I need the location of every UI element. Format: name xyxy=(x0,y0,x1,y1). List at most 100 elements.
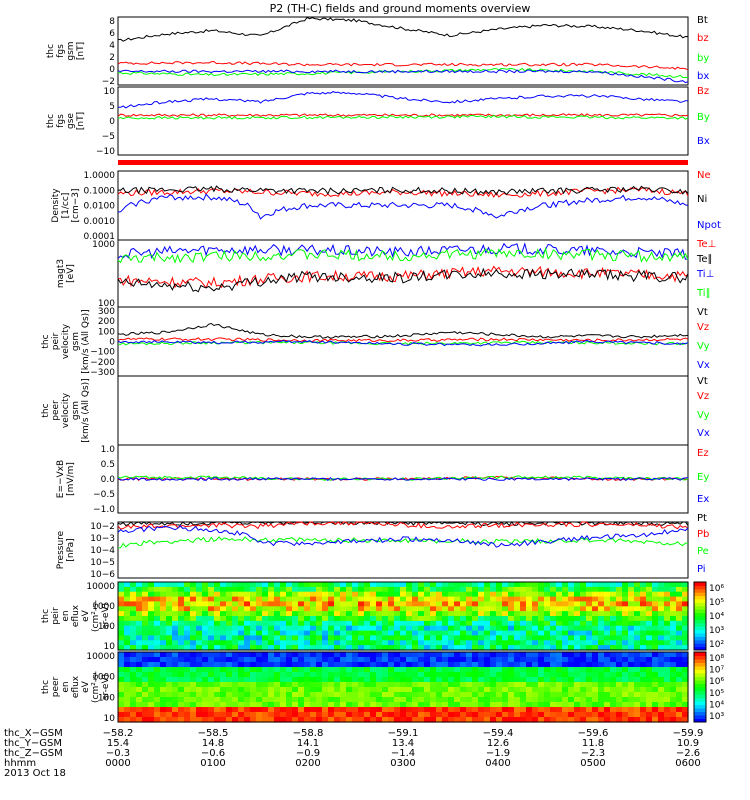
legend-Te∥: Te∥ xyxy=(696,254,713,265)
legend-bx: bx xyxy=(697,71,709,82)
x-axis-tick: −0.9 xyxy=(296,748,320,759)
y-axis-label: [1/cc] xyxy=(61,193,71,219)
colorbar-cell xyxy=(694,711,706,716)
y-axis-label: thc xyxy=(41,680,51,694)
x-axis-tick: 0000 xyxy=(105,758,130,769)
legend-Ez: Ez xyxy=(697,448,709,459)
legend-Pi: Pi xyxy=(697,564,706,575)
y-tick-label: 10−6 xyxy=(90,570,115,580)
legend-Pb: Pb xyxy=(697,529,709,540)
legend-Bt: Bt xyxy=(697,15,708,26)
colorbar-cell xyxy=(694,622,706,627)
panel-frame xyxy=(117,16,689,86)
x-axis-tick: −58.5 xyxy=(198,728,229,739)
colorbar-cell xyxy=(694,715,706,719)
x-axis-tick: −59.1 xyxy=(388,728,419,739)
y-axis-label: peer xyxy=(51,676,61,697)
series-Npot-line xyxy=(117,193,689,220)
legend-Ne: Ne xyxy=(697,170,711,181)
y-tick-label: 100 xyxy=(98,622,115,632)
y-tick-label: −0.5 xyxy=(93,490,115,500)
flag-bar xyxy=(118,160,688,165)
colorbar-tick: 10⁴ xyxy=(709,700,724,710)
y-tick-label: 0.0100 xyxy=(84,202,116,212)
colorbar-cell xyxy=(694,697,706,702)
colorbar-cell xyxy=(694,643,706,648)
x-axis-tick: −59.6 xyxy=(578,728,609,739)
series-Ni-line xyxy=(117,185,689,196)
y-tick-label: 4 xyxy=(109,41,115,51)
figure-title: P2 (TH-C) fields and ground moments over… xyxy=(270,2,531,15)
colorbar-cell xyxy=(694,694,706,698)
x-axis-tick: −2.3 xyxy=(581,748,605,759)
y-tick-label: 6 xyxy=(109,29,115,39)
y-axis-label: Pressure xyxy=(56,530,66,569)
y-axis-label: E=−VxB xyxy=(56,460,66,498)
colorbar-cell xyxy=(694,636,706,641)
x-axis-row-label: thc_X−GSM xyxy=(4,728,63,739)
y-tick-label: 10−3 xyxy=(90,534,115,544)
x-axis-labels: thc_X−GSM −58.2 −58.5 −58.8 −59.1 −59.4 −59.6 −… xyxy=(4,728,703,769)
y-axis-label: [mV/m] xyxy=(66,462,76,496)
y-axis-label: eflux xyxy=(71,604,81,627)
legend-Vz: Vz xyxy=(697,391,709,402)
colorbar-cell xyxy=(694,701,706,705)
x-axis-tick: 0300 xyxy=(390,758,415,769)
colorbar-cell xyxy=(694,612,706,617)
series-Pi-line xyxy=(117,525,689,548)
colorbar-tick: 10⁶ xyxy=(709,677,724,687)
x-axis-tick: 13.4 xyxy=(392,738,414,749)
series-Vt-line xyxy=(117,322,689,339)
colorbar-cell xyxy=(694,609,706,614)
y-axis-label: fgs xyxy=(56,44,66,58)
legend-Vx: Vx xyxy=(697,428,710,439)
colorbar-cell xyxy=(694,588,706,593)
y-tick-label: 1000 xyxy=(92,602,115,612)
panel-fgs_b: 10 5 0 −5 −10 thc fgs gse [nT] Bz By Bx xyxy=(46,86,710,157)
colorbar-cell xyxy=(694,616,706,620)
colorbar-frame xyxy=(693,651,707,723)
y-tick-label: −10 xyxy=(96,147,115,157)
date-label: 2013 Oct 18 xyxy=(4,768,66,779)
y-tick-label: 1000 xyxy=(92,240,115,250)
y-axis-label: eV xyxy=(81,680,91,693)
y-axis-label: gse xyxy=(66,113,76,129)
y-tick-label: 10000 xyxy=(86,652,115,662)
series-Bz-line xyxy=(117,113,689,117)
series-Vx-line xyxy=(117,339,689,347)
panel-density: 1.0000 0.1000 0.0100 0.0010 0.0001 Density [1/… xyxy=(51,170,721,242)
y-tick-label: 10000 xyxy=(86,582,115,592)
y-tick-label: 0 xyxy=(109,117,115,127)
panel-frame xyxy=(117,521,689,579)
y-tick-label: 8 xyxy=(109,17,115,27)
y-axis-label: [nT] xyxy=(76,112,86,130)
x-axis-tick: −58.2 xyxy=(103,728,134,739)
y-tick-label: 0.0010 xyxy=(84,217,116,227)
y-tick-label: 5 xyxy=(109,102,115,112)
y-tick-label: 0.0 xyxy=(101,475,116,485)
x-axis-tick: −2.6 xyxy=(676,748,700,759)
y-axis-label: fgs xyxy=(56,114,66,128)
y-tick-label: 0 xyxy=(109,65,115,75)
panel-peer_eflux: 10000 1000 100 10 thc peer en eflux eV (cm²-s-sr-… xyxy=(41,651,724,724)
y-axis-label: magt3 xyxy=(56,259,66,288)
legend-Npot: Npot xyxy=(697,220,721,231)
series-Ex-line xyxy=(117,476,689,482)
panel-efield: 1.0 0.5 0.0 −0.5 −1.0 E=−VxB [mV/m] Ez Ey Ex xyxy=(56,444,709,515)
spectrogram xyxy=(118,582,689,651)
y-axis-label: [km/s (All Qs)] xyxy=(81,309,91,373)
y-axis-label: gsm xyxy=(66,41,76,60)
colorbar: 10⁶ 10⁵ 10⁴ 10³ 10² xyxy=(693,581,724,651)
x-axis-tick: −58.8 xyxy=(293,728,324,739)
y-axis-label: peir xyxy=(51,607,61,625)
legend-Vy: Vy xyxy=(697,410,710,421)
series-Vy-line xyxy=(117,340,689,346)
legend-Vy: Vy xyxy=(697,341,710,352)
y-tick-label: −200 xyxy=(90,358,115,368)
y-tick-label: −2 xyxy=(102,77,115,87)
colorbar-tick: 10⁴ xyxy=(709,612,724,622)
colorbar-tick: 10⁶ xyxy=(709,584,724,594)
panel-fgs_mag: 8 6 4 2 0 −2 thc fgs gsm [nT] Bt bz by bx xyxy=(46,15,709,87)
